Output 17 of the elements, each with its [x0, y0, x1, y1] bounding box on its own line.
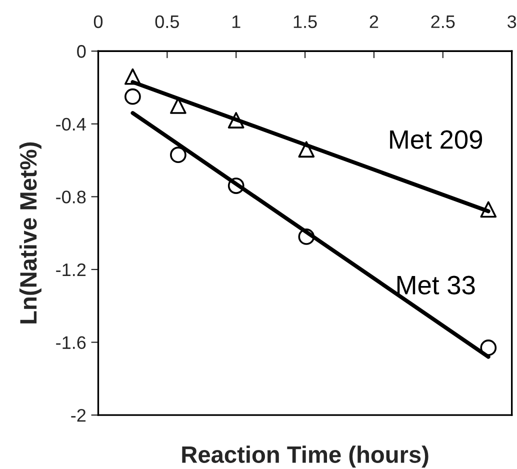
series-label: Met 33 — [397, 276, 475, 294]
y-tick-label: -0.4 — [56, 118, 86, 131]
series-label: Met 209 — [390, 130, 482, 149]
x-tick-label: 2 — [370, 15, 378, 28]
y-tick-label: -0.8 — [56, 190, 86, 204]
x-tick-label: 3 — [508, 15, 516, 28]
x-tick-label: 1 — [232, 16, 240, 28]
y-tick-label: -2 — [71, 409, 86, 422]
x-tick-label: 0.5 — [155, 15, 179, 28]
x-tick-label: 0 — [94, 15, 103, 28]
y-tick-label: 0 — [77, 45, 86, 58]
y-tick-label: -1.6 — [56, 336, 86, 349]
y-tick-label: -1.2 — [56, 263, 86, 276]
x-axis-title: Reaction Time (hours) — [182, 446, 428, 468]
x-tick-label: 2.5 — [431, 15, 455, 28]
y-axis-title: Ln(Native Met%) — [19, 142, 42, 324]
x-tick-label: 1.5 — [294, 16, 317, 28]
